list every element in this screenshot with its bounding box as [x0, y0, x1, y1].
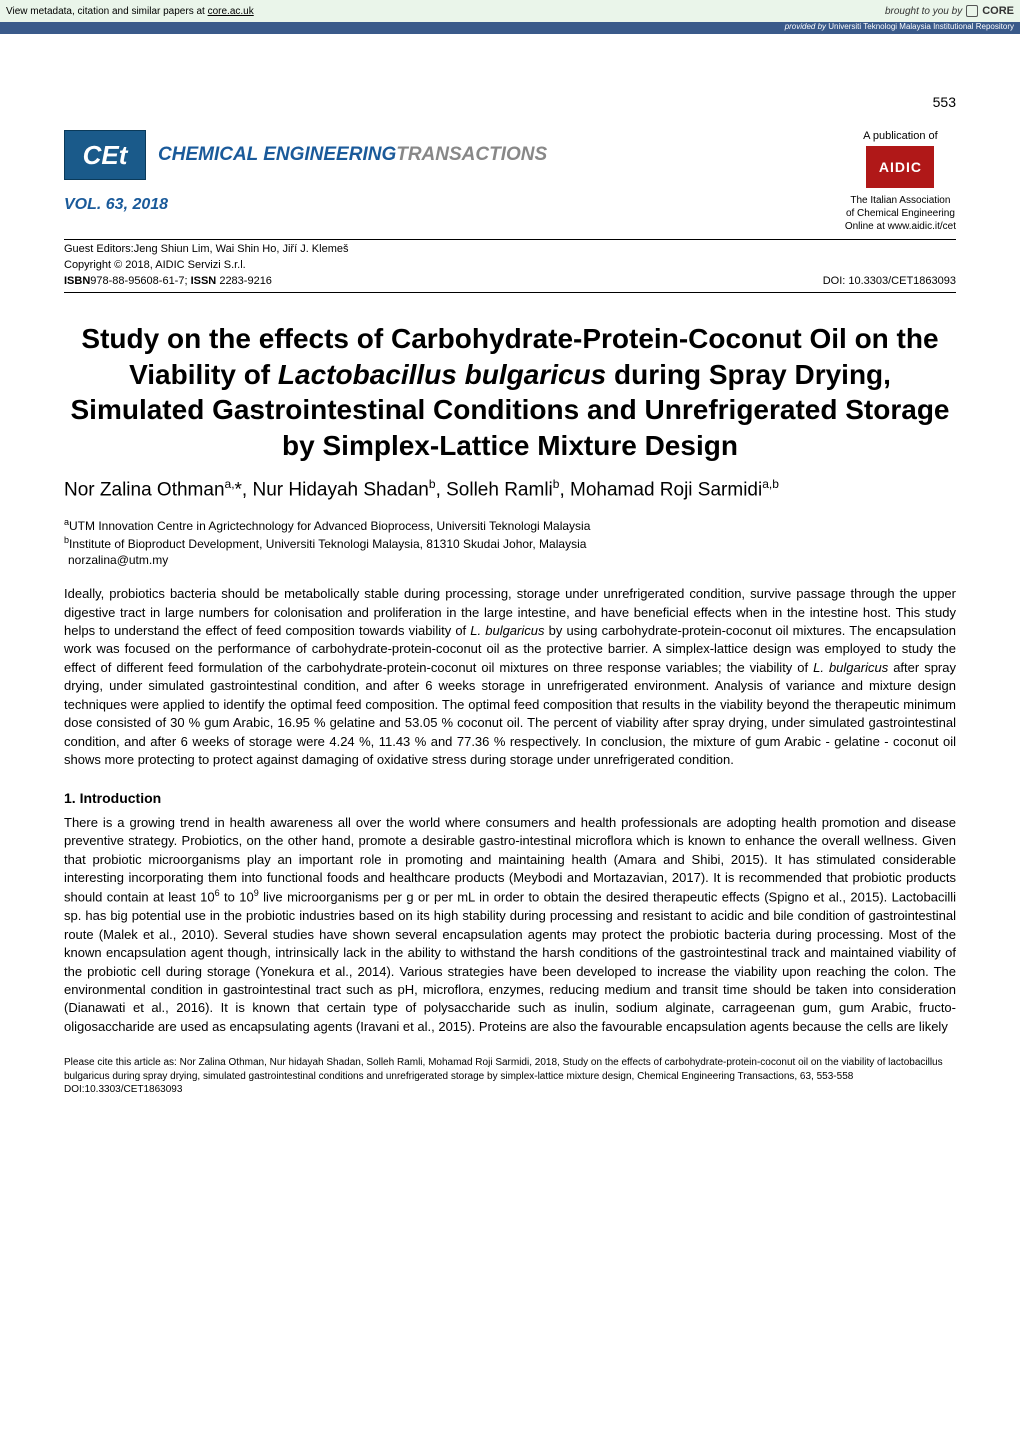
editors-label: Guest Editors:	[64, 243, 134, 255]
abstract-p3: after spray drying, under simulated gast…	[64, 660, 956, 767]
abstract-it2: L. bulgaricus	[813, 660, 888, 675]
journal-name-grey: TRANSACTIONS	[396, 144, 547, 165]
section-intro-heading: 1. Introduction	[64, 790, 956, 806]
journal-name: CHEMICAL ENGINEERINGTRANSACTIONS	[158, 144, 547, 166]
core-link[interactable]: core.ac.uk	[208, 6, 254, 17]
aff-a-text: UTM Innovation Centre in Agrictechnology…	[69, 519, 590, 533]
intro-paragraph: There is a growing trend in health aware…	[64, 814, 956, 1037]
intro-p2: to 10	[220, 890, 254, 905]
intro-p3: live microorganisms per g or per mL in o…	[64, 890, 956, 1034]
isbn-label: ISBN	[64, 275, 90, 287]
journal-header: CEt CHEMICAL ENGINEERINGTRANSACTIONS VOL…	[64, 130, 956, 233]
provided-prefix: provided by	[785, 22, 829, 31]
abstract-it1: L. bulgaricus	[470, 623, 544, 638]
aidic-line2: of Chemical Engineering	[845, 207, 956, 220]
core-icon	[966, 5, 978, 17]
brought-by: brought to you by	[885, 6, 962, 17]
journal-name-blue: CHEMICAL ENGINEERING	[158, 144, 396, 165]
provided-by: Universiti Teknologi Malaysia Institutio…	[828, 22, 1014, 31]
page-content: 553 CEt CHEMICAL ENGINEERINGTRANSACTIONS…	[0, 34, 1020, 1127]
copyright: Copyright © 2018, AIDIC Servizi S.r.l.	[64, 258, 956, 274]
header-left: CEt CHEMICAL ENGINEERINGTRANSACTIONS VOL…	[64, 130, 845, 232]
metadata-text: View metadata, citation and similar pape…	[6, 6, 208, 17]
banner-left: View metadata, citation and similar pape…	[6, 6, 254, 17]
citation-footer: Please cite this article as: Nor Zalina …	[64, 1056, 956, 1097]
paper-title: Study on the effects of Carbohydrate-Pro…	[64, 321, 956, 464]
provider-banner: provided by Universiti Teknologi Malaysi…	[0, 22, 1020, 34]
volume: VOL. 63, 2018	[64, 196, 845, 214]
aidic-logo: AIDIC	[866, 146, 934, 188]
aff-b-text: Institute of Bioproduct Development, Uni…	[69, 537, 586, 551]
core-logo: CORE	[982, 5, 1014, 17]
cet-logo: CEt	[64, 130, 146, 180]
isbn: 978-88-95608-61-7;	[90, 275, 190, 287]
abstract: Ideally, probiotics bacteria should be m…	[64, 585, 956, 770]
affiliation-b: bInstitute of Bioproduct Development, Un…	[64, 535, 956, 551]
header-right: A publication of AIDIC The Italian Assoc…	[845, 130, 956, 233]
corresponding-email: norzalina@utm.my	[64, 553, 956, 567]
editor-block: Guest Editors:Jeng Shiun Lim, Wai Shin H…	[64, 239, 956, 293]
journal-logo-row: CEt CHEMICAL ENGINEERINGTRANSACTIONS	[64, 130, 547, 180]
affiliation-a: aUTM Innovation Centre in Agrictechnolog…	[64, 517, 956, 533]
aidic-line3: Online at www.aidic.it/cet	[845, 220, 956, 233]
issn: 2283-9216	[216, 275, 272, 287]
doi: DOI: 10.3303/CET1863093	[823, 274, 956, 290]
publication-label: A publication of	[845, 130, 956, 142]
isbn-doi-row: ISBN978-88-95608-61-7; ISSN 2283-9216 DO…	[64, 274, 956, 290]
aidic-line1: The Italian Association	[845, 194, 956, 207]
banner-right: brought to you by CORE	[885, 5, 1014, 17]
title-italic: Lactobacillus bulgaricus	[278, 359, 606, 390]
issn-label: ISSN	[191, 275, 217, 287]
editors-line: Guest Editors:Jeng Shiun Lim, Wai Shin H…	[64, 242, 956, 258]
isbn-issn: ISBN978-88-95608-61-7; ISSN 2283-9216	[64, 274, 272, 290]
core-banner: View metadata, citation and similar pape…	[0, 0, 1020, 22]
page-number: 553	[64, 94, 956, 110]
editors: Jeng Shiun Lim, Wai Shin Ho, Jiří J. Kle…	[134, 243, 349, 255]
authors: Nor Zalina Othmana,*, Nur Hidayah Shadan…	[64, 476, 956, 503]
